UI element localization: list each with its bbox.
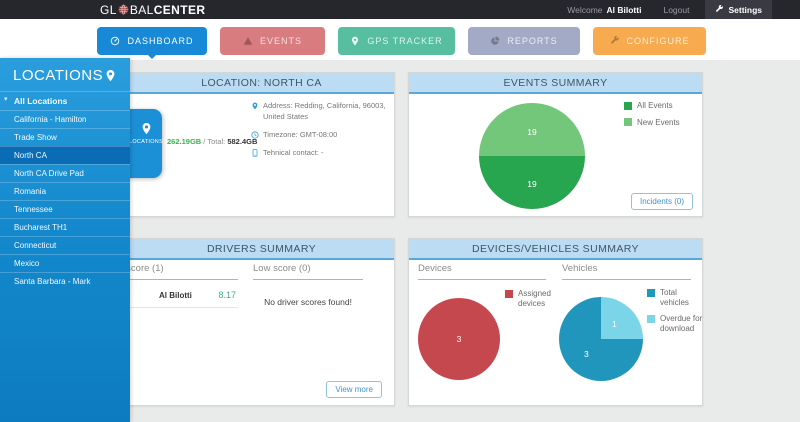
pie-label-total-vehicles: 3 xyxy=(584,349,589,359)
legend-item-total-vehicles: Total vehicles xyxy=(647,288,710,307)
devices-panel-title: DEVICES/VEHICLES SUMMARY xyxy=(409,239,702,260)
map-pin-icon xyxy=(106,69,115,82)
nav-band: DASHBOARD EVENTS GPS TRACKER REPORTS CON… xyxy=(0,19,800,60)
pie-label-overdue: 1 xyxy=(612,319,617,329)
storage-total: 582.4GB xyxy=(227,137,258,146)
pie-label-assigned-devices: 3 xyxy=(456,334,462,344)
sidebar-item-connecticut[interactable]: Connecticut xyxy=(0,236,130,254)
locations-sidebar: LOCATIONS ▾ All Locations California - H… xyxy=(0,58,130,422)
flyout-label: LOCATIONS xyxy=(128,139,164,145)
map-pin-icon xyxy=(252,102,258,110)
nav-tab-reports[interactable]: REPORTS xyxy=(468,27,580,55)
events-legend: All Events New Events xyxy=(624,101,680,127)
no-scores-message: No driver scores found! xyxy=(264,297,352,307)
sidebar-item-north-ca[interactable]: North CA xyxy=(0,146,130,164)
view-more-button[interactable]: View more xyxy=(326,381,382,398)
sidebar-item-north-ca-drive-pad[interactable]: North CA Drive Pad xyxy=(0,164,130,182)
phone-icon xyxy=(252,148,258,157)
devices-subheader: Devices xyxy=(418,263,546,280)
drivers-panel-title: DRIVERS SUMMARY xyxy=(129,239,394,260)
driver-score-row[interactable]: Al Bilotti 8.17 xyxy=(104,284,238,308)
low-score-header: Low score (0) xyxy=(253,263,363,280)
location-panel: LOCATION: NORTH CA 262.19GB / Total: 582… xyxy=(128,72,395,217)
locations-flyout-content: LOCATIONS xyxy=(128,122,164,145)
sidebar-header: LOCATIONS xyxy=(0,58,130,91)
map-pin-icon xyxy=(352,36,359,46)
wrench-icon xyxy=(716,5,724,12)
high-score-header: High score (1) xyxy=(104,263,238,280)
top-bar: GL BAL CENTER Welcome Al Bilotti Logout S… xyxy=(0,0,800,19)
nav-tab-configure[interactable]: CONFIGURE xyxy=(593,27,706,55)
legend-swatch xyxy=(624,118,632,127)
location-info: Address: Redding, California, 96003, Uni… xyxy=(251,101,391,166)
logo-text-pre: GL xyxy=(100,2,117,17)
legend-swatch xyxy=(624,101,632,110)
sidebar-item-tennessee[interactable]: Tennessee xyxy=(0,200,130,218)
vehicles-pie-chart: 1 3 xyxy=(559,297,643,381)
low-score-column: Low score (0) xyxy=(253,263,363,280)
nav-tab-dashboard[interactable]: DASHBOARD xyxy=(97,27,207,59)
sidebar-title: LOCATIONS xyxy=(13,67,104,84)
sidebar-item-california-hamilton[interactable]: California - Hamilton xyxy=(0,110,130,128)
storage-separator: / Total: xyxy=(201,137,228,146)
settings-button[interactable]: Settings xyxy=(705,0,772,19)
sidebar-item-mexico[interactable]: Mexico xyxy=(0,254,130,272)
gauge-icon xyxy=(111,36,120,46)
high-score-column: High score (1) xyxy=(104,263,238,280)
devices-pie-chart: 3 xyxy=(418,298,500,380)
driver-name: Al Bilotti xyxy=(159,290,192,300)
sidebar-item-romania[interactable]: Romania xyxy=(0,182,130,200)
legend-swatch xyxy=(505,289,513,298)
storage-used: 262.19GB xyxy=(167,137,202,146)
sidebar-item-trade-show[interactable]: Trade Show xyxy=(0,128,130,146)
sidebar-item-santa-barbara-mark[interactable]: Santa Barbara - Mark xyxy=(0,272,130,290)
storage-usage: 262.19GB / Total: 582.4GB xyxy=(167,137,257,146)
sidebar-item-bucharest-th1[interactable]: Bucharest TH1 xyxy=(0,218,130,236)
address-row: Address: Redding, California, 96003, Uni… xyxy=(251,101,391,123)
vehicles-legend: Total vehicles Overdue for download xyxy=(647,288,710,333)
top-bar-right: Welcome Al Bilotti Logout Settings xyxy=(567,0,772,19)
nav-tab-events[interactable]: EVENTS xyxy=(220,27,325,55)
sidebar-location-list: ▾ All Locations California - Hamilton Tr… xyxy=(0,91,130,290)
legend-swatch xyxy=(647,288,655,297)
legend-item-new-events: New Events xyxy=(624,118,680,128)
logo-text-bold: CENTER xyxy=(153,2,206,17)
legend-item-assigned-devices: Assigned devices xyxy=(505,289,556,308)
user-name: Al Bilotti xyxy=(606,4,642,15)
timezone-row: Timezone: GMT-08:00 xyxy=(251,130,391,141)
legend-swatch xyxy=(647,314,655,323)
events-panel-title: EVENTS SUMMARY xyxy=(409,73,702,94)
devices-vehicles-panel: DEVICES/VEHICLES SUMMARY Devices Vehicle… xyxy=(408,238,703,406)
incidents-button[interactable]: Incidents (0) xyxy=(630,193,693,210)
sidebar-item-all-locations[interactable]: ▾ All Locations xyxy=(0,91,130,110)
events-summary-panel: EVENTS SUMMARY 19 19 All Events New Even… xyxy=(408,72,703,217)
pie-label-new-events: 19 xyxy=(527,127,537,137)
legend-item-all-events: All Events xyxy=(624,101,680,111)
driver-score: 8.17 xyxy=(218,290,236,300)
logo-text-mid: BAL xyxy=(129,2,154,17)
wrench-icon xyxy=(610,36,619,44)
contact-row: Tehnical contact: - xyxy=(251,148,391,159)
pie-chart-icon xyxy=(491,36,500,45)
nav-tab-gps-tracker[interactable]: GPS TRACKER xyxy=(338,27,455,55)
main-nav: DASHBOARD EVENTS GPS TRACKER REPORTS CON… xyxy=(97,27,706,59)
vehicles-subheader: Vehicles xyxy=(562,263,691,280)
globe-icon xyxy=(118,4,129,15)
location-panel-title: LOCATION: NORTH CA xyxy=(129,73,394,94)
events-pie-chart: 19 19 xyxy=(479,103,585,209)
pie-label-all-events: 19 xyxy=(527,179,537,189)
welcome-text: Welcome Al Bilotti xyxy=(567,4,642,15)
warning-icon xyxy=(243,37,253,45)
devices-legend: Assigned devices xyxy=(505,289,556,308)
legend-item-overdue-download: Overdue for download xyxy=(647,314,710,333)
logout-link[interactable]: Logout xyxy=(663,4,690,15)
drivers-summary-panel: DRIVERS SUMMARY High score (1) Al Bilott… xyxy=(104,238,395,406)
map-pin-icon xyxy=(142,122,150,135)
chevron-down-icon: ▾ xyxy=(4,96,8,103)
clock-icon xyxy=(251,131,259,139)
app-logo: GL BAL CENTER xyxy=(100,0,205,19)
